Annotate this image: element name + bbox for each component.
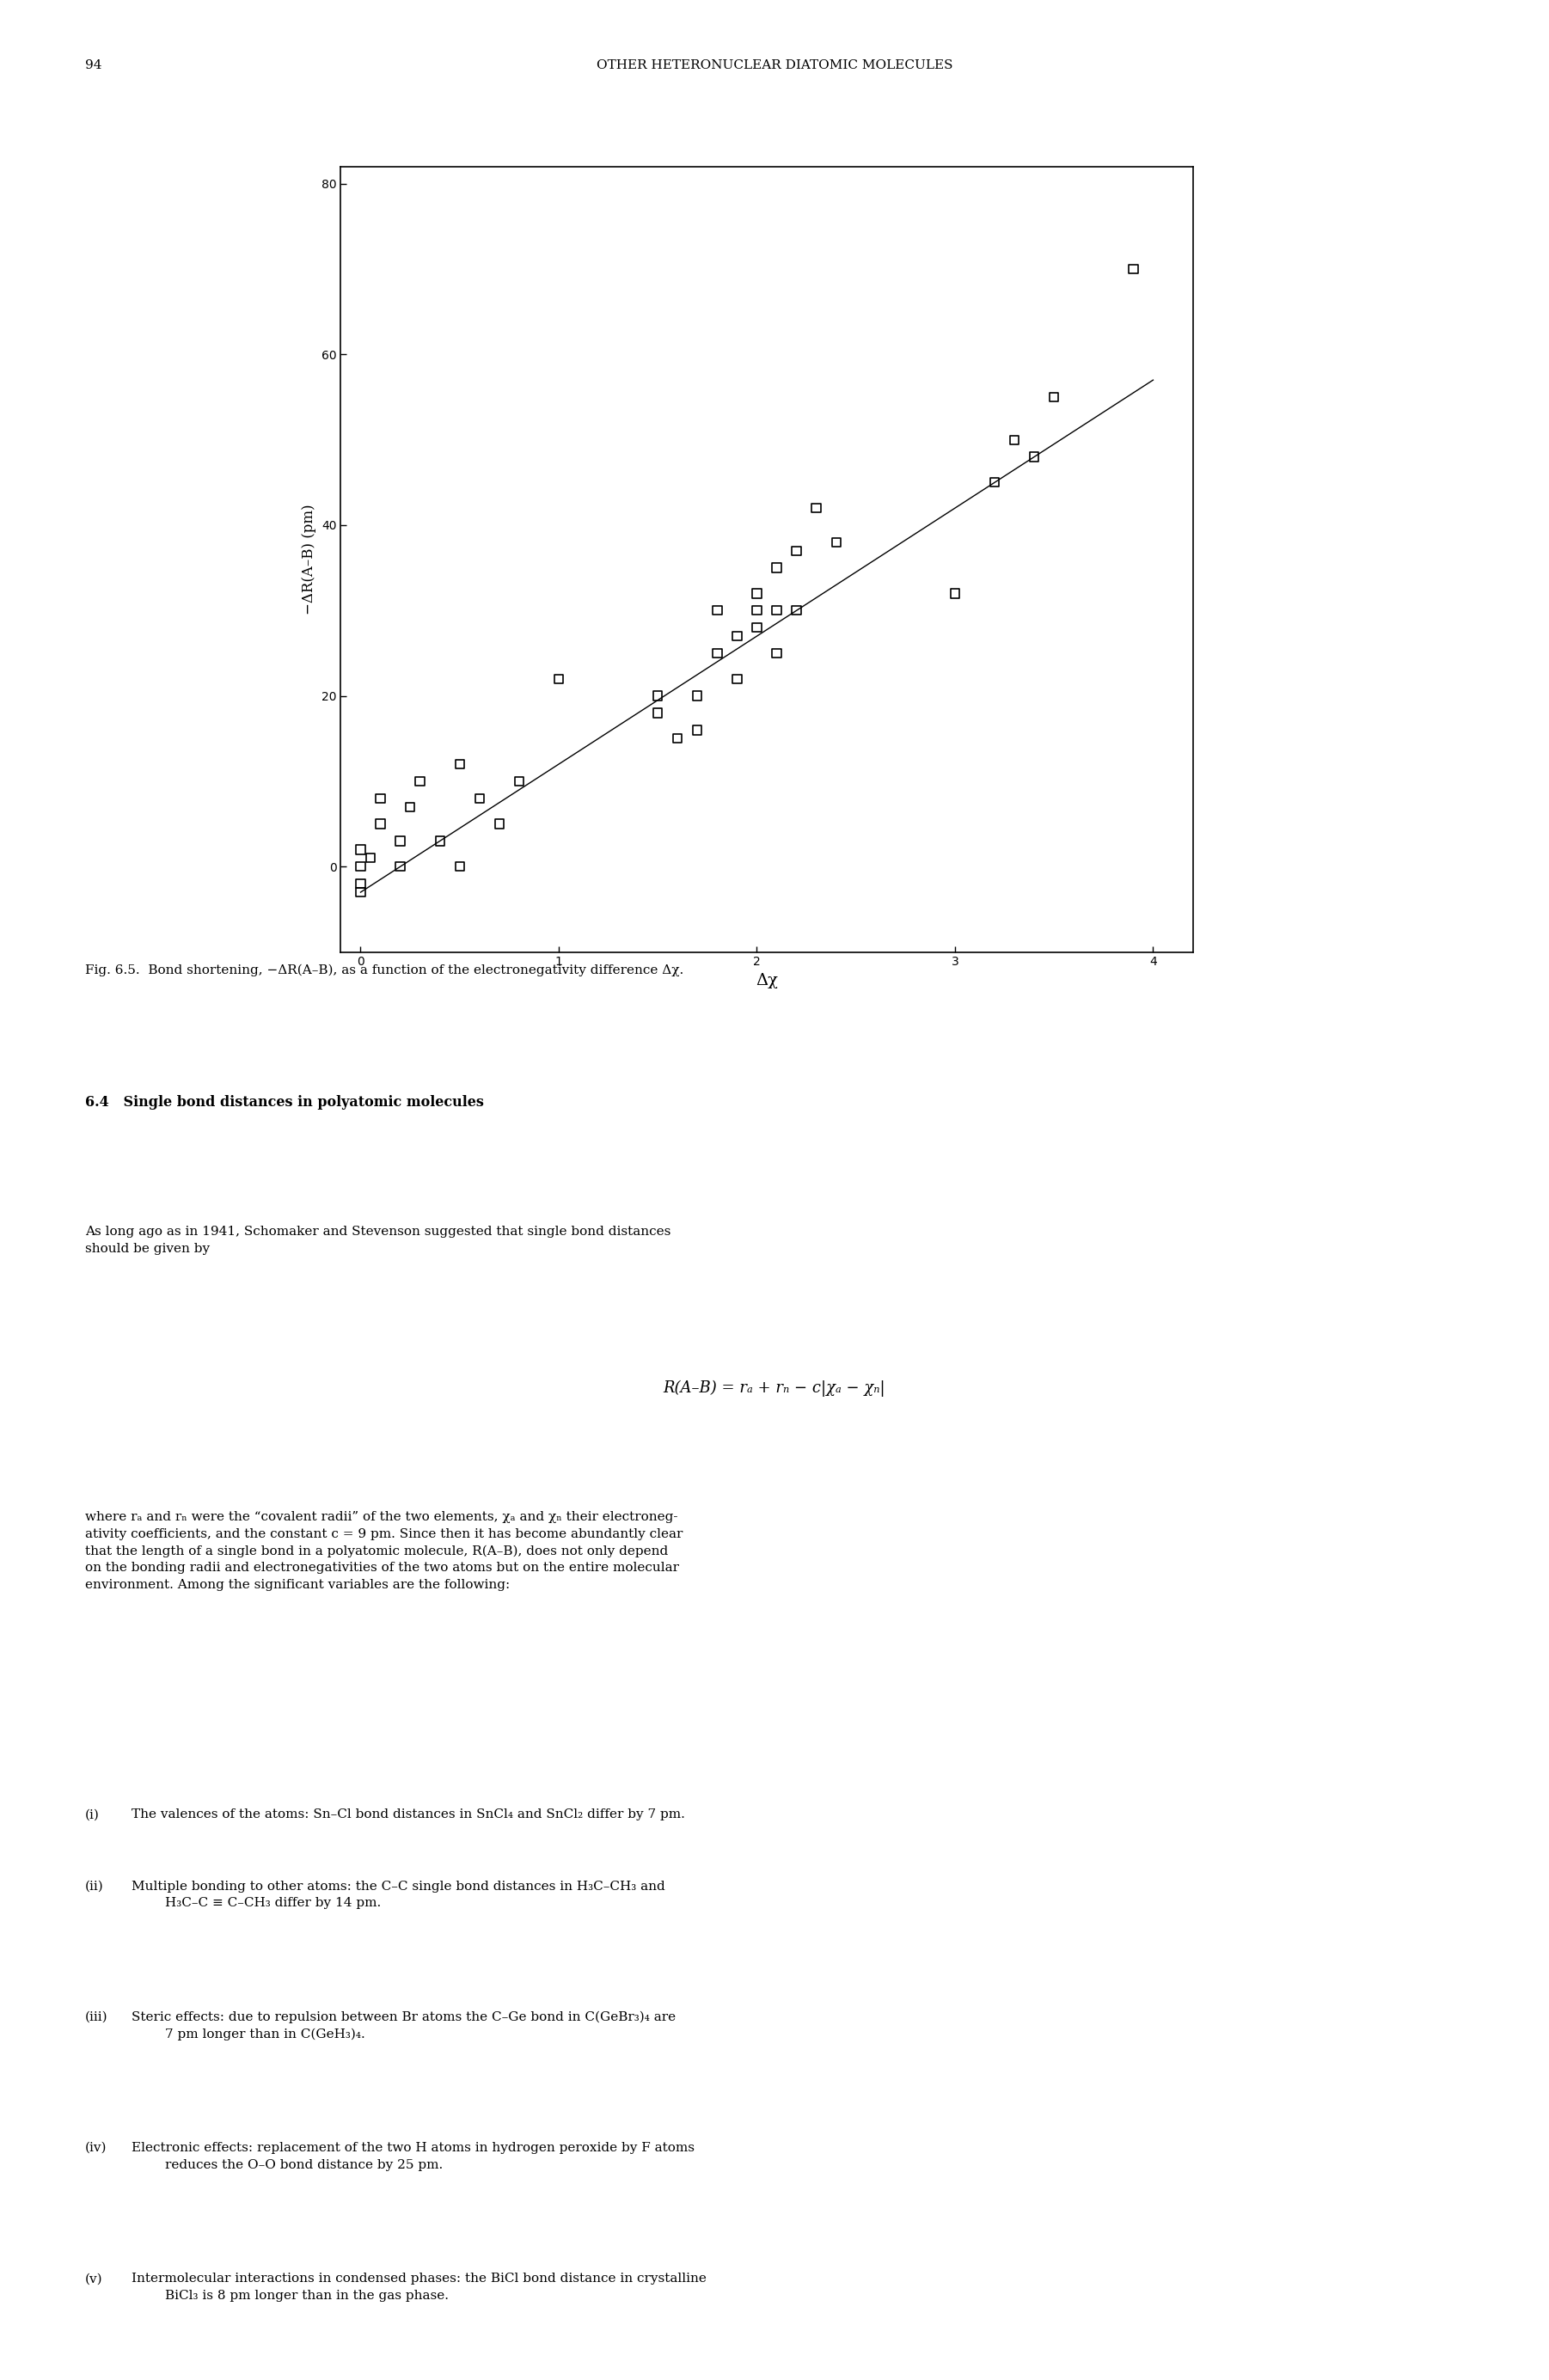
Text: The valences of the atoms: Sn–Cl bond distances in SnCl₄ and SnCl₂ differ by 7 p: The valences of the atoms: Sn–Cl bond di… [132, 1809, 685, 1821]
Point [725, 659, 750, 697]
Point [358, 840, 383, 878]
Point [369, 804, 393, 843]
Point [1041, 378, 1066, 416]
Text: Intermolecular interactions in condensed phases: the BiCl bond distance in cryst: Intermolecular interactions in condensed… [132, 2273, 706, 2301]
Point [407, 762, 432, 800]
Text: OTHER HETERONUCLEAR DIATOMIC MOLECULES: OTHER HETERONUCLEAR DIATOMIC MOLECULES [596, 60, 953, 71]
Point [784, 531, 809, 569]
Point [1022, 438, 1047, 476]
Text: where rₐ and rₙ were the “covalent radii” of the two elements, χₐ and χₙ their e: where rₐ and rₙ were the “covalent radii… [85, 1511, 683, 1590]
Y-axis label: −ΔR(A–B) (pm): −ΔR(A–B) (pm) [302, 505, 316, 614]
Point [764, 593, 788, 631]
Text: (iv): (iv) [85, 2142, 107, 2154]
Text: Multiple bonding to other atoms: the C–C single bond distances in H₃C–CH₃ and
  : Multiple bonding to other atoms: the C–C… [132, 1880, 665, 1909]
Point [428, 821, 452, 859]
Point [1121, 250, 1146, 288]
Point [745, 574, 770, 612]
Point [349, 864, 373, 902]
Text: 6.4   Single bond distances in polyatomic molecules: 6.4 Single bond distances in polyatomic … [85, 1095, 483, 1109]
Point [369, 778, 393, 816]
Text: Steric effects: due to repulsion between Br atoms the C–Ge bond in C(GeBr₃)₄ are: Steric effects: due to repulsion between… [132, 2011, 675, 2040]
Text: (iii): (iii) [85, 2011, 108, 2023]
Point [685, 676, 709, 714]
Point [804, 488, 829, 526]
Point [387, 847, 412, 885]
Text: (ii): (ii) [85, 1880, 104, 1892]
Point [448, 847, 472, 885]
Point [646, 695, 671, 733]
Point [764, 633, 788, 671]
Point [349, 831, 373, 869]
Point [646, 676, 671, 714]
Point [745, 593, 770, 631]
Point [507, 762, 531, 800]
Text: (v): (v) [85, 2273, 102, 2285]
Point [705, 593, 730, 631]
Point [943, 574, 968, 612]
Point [824, 524, 849, 562]
Text: Electronic effects: replacement of the two H atoms in hydrogen peroxide by F ato: Electronic effects: replacement of the t… [132, 2142, 694, 2171]
Point [705, 633, 730, 671]
Point [468, 778, 493, 816]
Text: R(A–B) = rₐ + rₙ − c|χₐ − χₙ|: R(A–B) = rₐ + rₙ − c|χₐ − χₙ| [663, 1380, 886, 1397]
Point [448, 745, 472, 783]
Point [1002, 421, 1027, 459]
Point [665, 719, 689, 757]
Point [398, 788, 423, 826]
Point [685, 712, 709, 750]
Point [725, 616, 750, 655]
Text: 94: 94 [85, 60, 102, 71]
Point [486, 804, 511, 843]
Point [784, 593, 809, 631]
Point [349, 847, 373, 885]
Text: Fig. 6.5.  Bond shortening, −ΔR(A–B), as a function of the electronegativity dif: Fig. 6.5. Bond shortening, −ΔR(A–B), as … [85, 964, 683, 976]
Text: (i): (i) [85, 1809, 99, 1821]
Text: As long ago as in 1941, Schomaker and Stevenson suggested that single bond dista: As long ago as in 1941, Schomaker and St… [85, 1226, 671, 1254]
Point [387, 821, 412, 859]
Point [547, 659, 572, 697]
Point [349, 873, 373, 912]
Point [745, 609, 770, 647]
Point [764, 550, 788, 588]
Point [982, 464, 1007, 502]
X-axis label: Δχ: Δχ [756, 973, 778, 988]
